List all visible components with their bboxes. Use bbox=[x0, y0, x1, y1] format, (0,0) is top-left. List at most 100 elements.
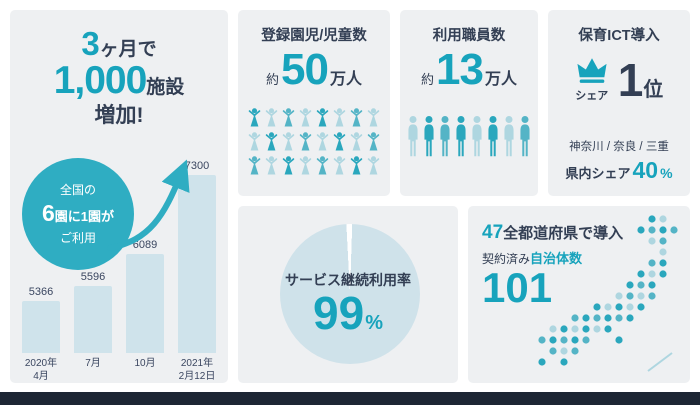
ict-rank: 1 位 bbox=[618, 57, 664, 103]
child-icon bbox=[265, 108, 278, 127]
crown-icon bbox=[577, 58, 607, 83]
person-icon bbox=[472, 116, 482, 157]
growth-months-number: 3 bbox=[81, 25, 100, 62]
child-icon bbox=[299, 108, 312, 127]
child-icon bbox=[282, 156, 295, 175]
child-icon bbox=[350, 156, 363, 175]
growth-facilities-text: 施設 bbox=[146, 77, 185, 99]
usage-ratio-circle: 全国の 6園に1園が ご利用 bbox=[22, 158, 134, 270]
japan-dot-map bbox=[538, 215, 678, 372]
ict-crown-block: シェア bbox=[575, 56, 609, 103]
bar-value-label: 6089 bbox=[132, 239, 158, 251]
growth-headline: 3ヶ月で 1,000施設 増加! bbox=[10, 25, 228, 127]
child-icon bbox=[367, 132, 380, 151]
staff-panel-title: 利用職員数 bbox=[432, 28, 506, 44]
staff-count-number: 13 bbox=[436, 45, 484, 94]
children-pictogram-grid bbox=[238, 107, 390, 176]
person-icon bbox=[440, 116, 450, 157]
ict-share-label: シェア bbox=[575, 90, 609, 102]
children-stat: 約 50 万人 bbox=[238, 45, 390, 94]
circle-line3: ご利用 bbox=[59, 230, 96, 245]
footer-bar bbox=[0, 392, 700, 405]
person-icon bbox=[488, 116, 498, 157]
bar bbox=[74, 286, 112, 353]
circle-line1: 全国の bbox=[59, 183, 96, 198]
bar-value-label: 7300 bbox=[184, 160, 210, 172]
ict-rank-number: 1 bbox=[617, 53, 644, 106]
circle-ratio-text: 園に1園が bbox=[54, 209, 115, 225]
ict-prefecture-share-number: 40 bbox=[632, 157, 659, 183]
person-icon bbox=[520, 116, 530, 157]
bar-column: 6089 bbox=[122, 239, 168, 353]
person-icon bbox=[504, 116, 514, 157]
bar-column: 5366 bbox=[18, 286, 64, 353]
children-count-unit: 万人 bbox=[329, 71, 362, 88]
facility-growth-panel: 3ヶ月で 1,000施設 増加! 全国の 6園に1園が ご利用 5366 5596… bbox=[10, 10, 228, 383]
retention-panel: サービス継続利用率 99 % bbox=[238, 206, 458, 383]
staff-pictogram-row bbox=[400, 114, 538, 160]
bar bbox=[178, 175, 216, 353]
bar-x-label: 2020年 4月 bbox=[24, 358, 58, 382]
child-icon bbox=[248, 108, 261, 127]
child-icon bbox=[367, 108, 380, 127]
retention-pie-chart bbox=[280, 224, 420, 364]
growth-headline-line2: 1,000施設 bbox=[10, 59, 228, 103]
bar-value-label: 5596 bbox=[80, 271, 106, 283]
child-icon bbox=[299, 132, 312, 151]
ict-prefecture-share-label: 県内シェア bbox=[565, 166, 631, 181]
child-icon bbox=[265, 132, 278, 151]
bar-x-label: 2021年 2月12日 bbox=[178, 358, 216, 382]
child-icon bbox=[282, 132, 295, 151]
circle-ratio-number: 6 bbox=[41, 200, 55, 227]
person-icon bbox=[408, 116, 418, 157]
prefecture-count-number: 47 bbox=[482, 222, 504, 243]
bar-value-label: 5366 bbox=[28, 286, 54, 298]
growth-months-text: ヶ月で bbox=[99, 39, 157, 60]
children-panel-title: 登録園児/児童数 bbox=[261, 28, 367, 44]
child-icon-row bbox=[247, 155, 381, 176]
circle-line2: 6園に1園が bbox=[22, 198, 134, 229]
prefecture-count-suffix: で導入 bbox=[578, 225, 624, 242]
municipalities-number: 101 bbox=[482, 264, 553, 311]
ict-panel-title: 保育ICT導入 bbox=[578, 28, 660, 44]
children-count-number: 50 bbox=[281, 45, 329, 94]
bar-column: 7300 bbox=[174, 160, 220, 353]
ict-regions: 神奈川 / 奈良 / 三重 bbox=[569, 141, 669, 153]
child-icon bbox=[248, 156, 261, 175]
bar-chart: 5366 5596 6089 7300 bbox=[18, 158, 220, 353]
map-line1: 47全都道府県で導入 bbox=[482, 222, 623, 244]
retention-unit: % bbox=[365, 311, 383, 334]
ict-prefecture-share-unit: % bbox=[660, 165, 673, 181]
contracted-label: 契約済み bbox=[482, 252, 531, 266]
ict-rank-unit: 位 bbox=[643, 78, 664, 101]
child-icon bbox=[282, 108, 295, 127]
registered-children-panel: 登録園児/児童数 約 50 万人 bbox=[238, 10, 390, 196]
child-icon bbox=[316, 132, 329, 151]
growth-headline-line1: 3ヶ月で bbox=[10, 25, 228, 62]
prefecture-count-text: 全都道府県 bbox=[503, 225, 579, 242]
bar-column: 5596 bbox=[70, 271, 116, 353]
bar-chart-x-labels: 2020年 4月 7月 10月 2021年 2月12日 bbox=[18, 357, 220, 383]
staff-count-unit: 万人 bbox=[484, 71, 517, 88]
retention-number: 99 bbox=[313, 286, 365, 339]
person-icon bbox=[456, 116, 466, 157]
bar bbox=[22, 301, 60, 353]
map-line2: 契約済み自治体数 bbox=[482, 248, 582, 267]
child-icon-row bbox=[247, 131, 381, 152]
staff-approx-label: 約 bbox=[421, 72, 435, 87]
child-icon bbox=[265, 156, 278, 175]
staff-stat: 約 13 万人 bbox=[400, 45, 538, 94]
person-icon bbox=[424, 116, 434, 157]
growth-facilities-number: 1,000 bbox=[53, 59, 148, 103]
ict-share-panel: 保育ICT導入 シェア 1 位 神奈川 / 奈良 / 三重 県内シェア 40 % bbox=[548, 10, 690, 196]
child-icon bbox=[350, 108, 363, 127]
children-approx-label: 約 bbox=[266, 72, 280, 87]
retention-value: 99 % bbox=[238, 286, 458, 339]
retention-text: サービス継続利用率 99 % bbox=[238, 272, 458, 337]
bar-x-label: 7月 bbox=[85, 358, 101, 369]
child-icon bbox=[333, 108, 346, 127]
child-icon bbox=[333, 156, 346, 175]
child-icon bbox=[350, 132, 363, 151]
staff-count-panel: 利用職員数 約 13 万人 bbox=[400, 10, 538, 196]
child-icon bbox=[299, 156, 312, 175]
